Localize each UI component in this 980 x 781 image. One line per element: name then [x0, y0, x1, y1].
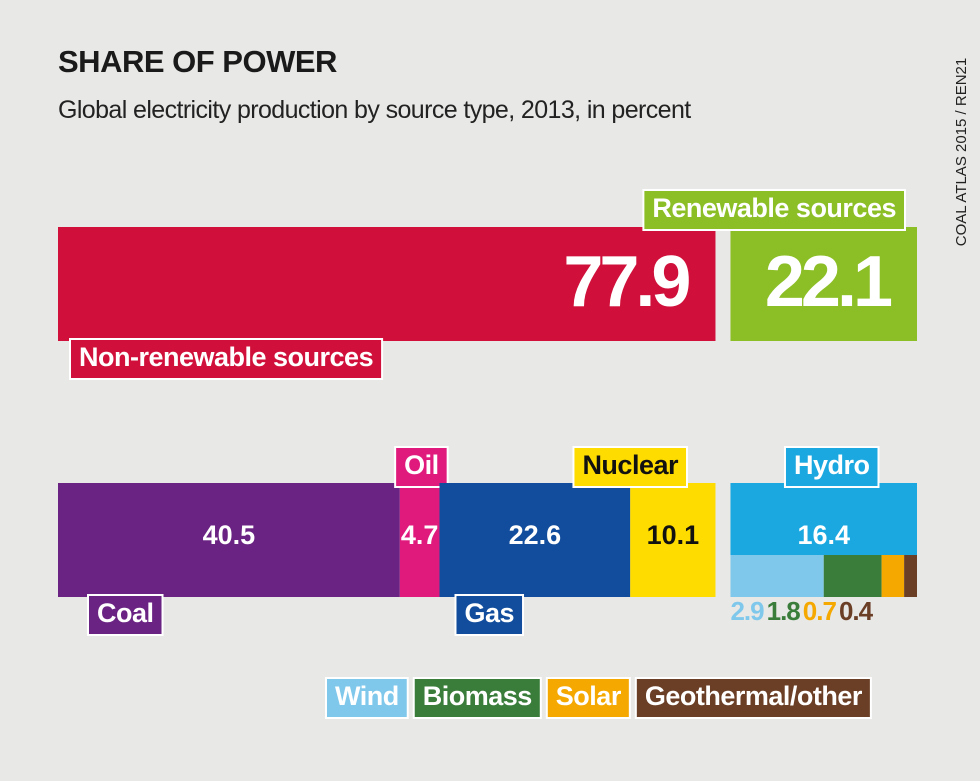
source-label-group: Oil — [394, 446, 449, 488]
source-bar — [904, 555, 917, 597]
source-bar — [630, 483, 716, 597]
source-bar — [439, 483, 631, 597]
source-value-label: 2.9 — [730, 596, 764, 626]
group-label-box — [69, 338, 384, 380]
source-label: Hydro — [794, 450, 870, 480]
source-value-label: 16.4 — [797, 520, 850, 550]
source-label-box — [87, 594, 164, 636]
group-value-label: 22.1 — [765, 242, 892, 322]
group-label: Renewable sources — [652, 193, 896, 223]
legend-item-box — [325, 677, 409, 719]
source-label-group: Coal — [87, 594, 164, 636]
chart-subtitle: Global electricity production by source … — [58, 96, 691, 124]
source-label: Coal — [97, 598, 154, 628]
group-label-group: Renewable sources — [642, 189, 906, 231]
source-label-box — [783, 446, 880, 488]
source-label: Oil — [404, 450, 439, 480]
legend-item-group: Geothermal/other — [634, 677, 872, 719]
legend-item-group: Wind — [325, 677, 409, 719]
legend-item: Biomass — [423, 681, 532, 711]
group-bar — [58, 227, 716, 341]
group-label: Non-renewable sources — [79, 342, 373, 372]
source-label-box — [572, 446, 689, 488]
source-bar — [730, 555, 824, 597]
source-bar — [823, 555, 882, 597]
legend-item-group: Solar — [545, 677, 631, 719]
source-value-label: 0.7 — [803, 596, 837, 626]
source-value-label: 40.5 — [203, 520, 256, 550]
source-value-label: 10.1 — [647, 520, 700, 550]
legend-item-box — [412, 677, 542, 719]
source-value-label: 4.7 — [401, 520, 439, 550]
source-note: COAL ATLAS 2015 / REN21 — [953, 58, 970, 246]
source-bar — [881, 555, 905, 597]
source-label: Gas — [464, 598, 514, 628]
legend-item-group: Biomass — [412, 677, 542, 719]
source-label-box — [454, 594, 525, 636]
source-bar — [730, 483, 917, 555]
source-value-label: 22.6 — [509, 520, 562, 550]
legend-item-box — [634, 677, 872, 719]
source-value-label: 1.8 — [767, 596, 801, 626]
source-value-label: 0.4 — [839, 596, 874, 626]
legend-item: Wind — [335, 681, 399, 711]
source-label-box — [394, 446, 449, 488]
group-label-group: Non-renewable sources — [69, 338, 384, 380]
group-value-label: 77.9 — [563, 242, 689, 322]
group-label-box — [642, 189, 906, 231]
group-bar — [730, 227, 917, 341]
legend-item: Solar — [556, 681, 622, 711]
source-bar — [58, 483, 400, 597]
source-bar — [399, 483, 440, 597]
source-label-group: Hydro — [783, 446, 880, 488]
source-label-group: Nuclear — [572, 446, 689, 488]
source-label-group: Gas — [454, 594, 525, 636]
source-label: Nuclear — [582, 450, 679, 480]
chart-title: SHARE OF POWER — [58, 44, 337, 79]
legend-item-box — [545, 677, 631, 719]
legend-item: Geothermal/other — [645, 681, 863, 711]
